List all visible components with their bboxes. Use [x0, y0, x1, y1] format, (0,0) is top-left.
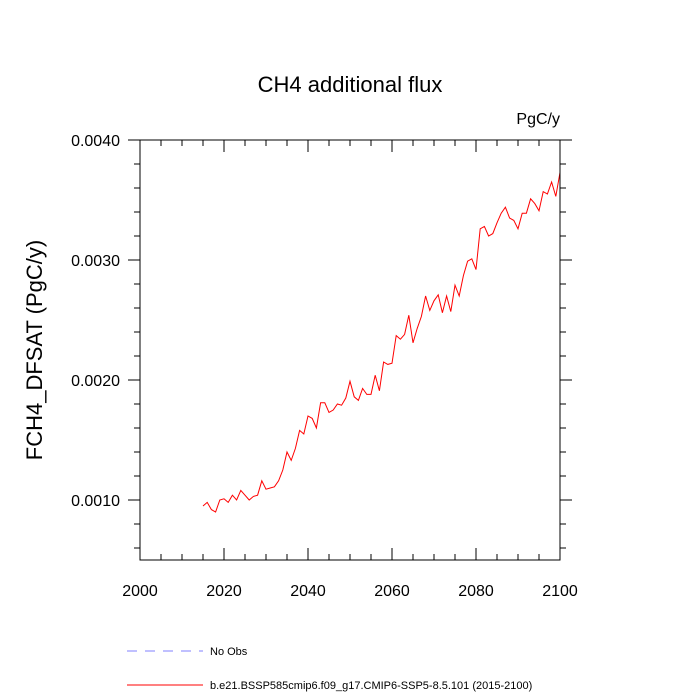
x-tick-label: 2060: [374, 583, 410, 600]
legend-label-model: b.e21.BSSP585cmip6.f09_g17.CMIP6-SSP5-8.…: [210, 680, 532, 692]
x-tick-label: 2000: [122, 583, 158, 600]
plot-frame: [139, 139, 561, 561]
units-label: PgC/y: [516, 111, 560, 128]
series-lines: [202, 172, 561, 513]
legend: No Obs b.e21.BSSP585cmip6.f09_g17.CMIP6-…: [127, 646, 532, 692]
x-tick-label: 2080: [458, 583, 494, 600]
y-tick-label: 0.0030: [71, 253, 120, 270]
legend-label-no-obs: No Obs: [210, 646, 248, 658]
x-tick-label: 2040: [290, 583, 326, 600]
x-tick-label: 2020: [206, 583, 242, 600]
x-tick-label: 2100: [542, 583, 578, 600]
y-tick-label: 0.0020: [71, 373, 120, 390]
y-tick-label: 0.0010: [71, 493, 120, 510]
series-line: [202, 172, 561, 513]
y-axis-label: FCH4_DFSAT (PgC/y): [22, 240, 47, 460]
chart-title: CH4 additional flux: [258, 72, 443, 97]
axis-ticks: [128, 139, 572, 560]
y-tick-label: 0.0040: [71, 133, 120, 150]
tick-labels: 2000 2020 2040 2060 2080 2100 0.0010 0.0020 0.00…: [71, 133, 578, 600]
